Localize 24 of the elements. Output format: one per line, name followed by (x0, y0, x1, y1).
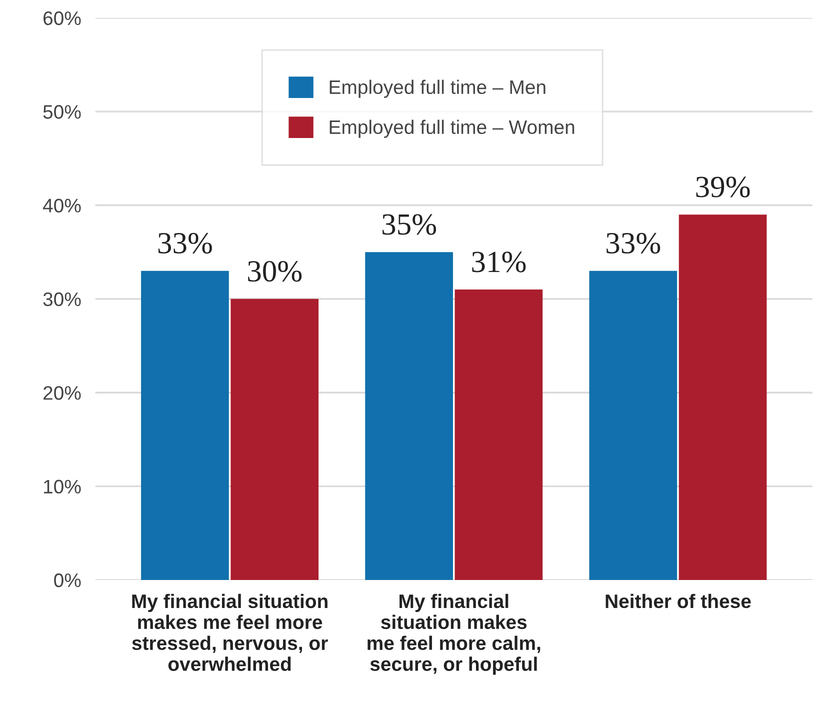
legend-label: Employed full time – Women (330, 120, 574, 138)
bar (589, 270, 678, 580)
y-tick-label: 10% (44, 480, 81, 494)
y-tick-label: 20% (44, 386, 81, 400)
data-label: 35% (382, 214, 436, 235)
y-tick-label: 30% (43, 292, 81, 306)
data-label: 30% (248, 260, 302, 282)
y-tick-label: 0% (54, 573, 81, 588)
y-tick-label: 40% (42, 198, 81, 212)
data-label: 33% (158, 232, 212, 254)
bar (678, 214, 767, 580)
data-label: 39% (696, 176, 750, 198)
bar (141, 270, 229, 580)
y-tick-label: 50% (43, 105, 81, 119)
x-tick-label: My financial situation makes me feel more calm, secure, or hopeful (368, 594, 540, 675)
x-tick-label: Neither of these (606, 594, 751, 608)
y-tick-label: 60% (44, 11, 81, 26)
data-label: 33% (606, 232, 660, 254)
bar (230, 298, 319, 580)
bar (454, 290, 543, 580)
x-tick-label: My financial situation makes me feel more stressed, nervous, or overwhelmed (132, 594, 328, 671)
legend-label: Employed full time – Men (330, 80, 546, 98)
bar (365, 252, 453, 580)
data-label: 31% (472, 252, 526, 272)
